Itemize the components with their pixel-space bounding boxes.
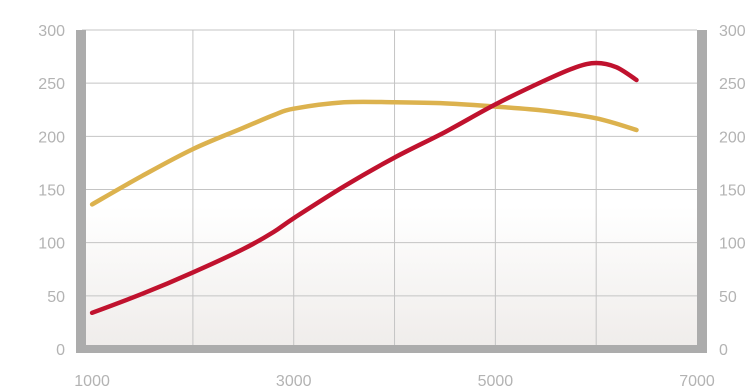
- tick-labels: 0501001502002503000501001502002503001000…: [38, 23, 746, 390]
- x-tick-1000: 1000: [74, 373, 110, 390]
- y-tick-left-0: 0: [56, 342, 65, 359]
- y-tick-right-150: 150: [719, 183, 746, 200]
- y-tick-right-250: 250: [719, 76, 746, 93]
- x-tick-5000: 5000: [478, 373, 514, 390]
- y-tick-left-150: 150: [38, 183, 65, 200]
- bottom-axis-bar: [76, 345, 707, 353]
- series-line-2: [89, 60, 639, 316]
- grid-lines: [82, 29, 697, 345]
- y-tick-right-0: 0: [719, 342, 728, 359]
- y-tick-left-300: 300: [38, 23, 65, 40]
- y-tick-left-200: 200: [38, 129, 65, 146]
- x-tick-3000: 3000: [276, 373, 312, 390]
- y-tick-right-50: 50: [719, 289, 737, 306]
- series-line-1: [89, 99, 639, 207]
- y-tick-right-100: 100: [719, 236, 746, 253]
- right-axis-bar: [697, 30, 707, 353]
- left-axis-bar: [76, 30, 86, 353]
- x-tick-7000: 7000: [679, 373, 715, 390]
- y-tick-right-300: 300: [719, 23, 746, 40]
- y-tick-left-100: 100: [38, 236, 65, 253]
- y-tick-left-250: 250: [38, 76, 65, 93]
- y-tick-right-200: 200: [719, 129, 746, 146]
- y-tick-left-50: 50: [47, 289, 65, 306]
- series-lines: [89, 60, 639, 316]
